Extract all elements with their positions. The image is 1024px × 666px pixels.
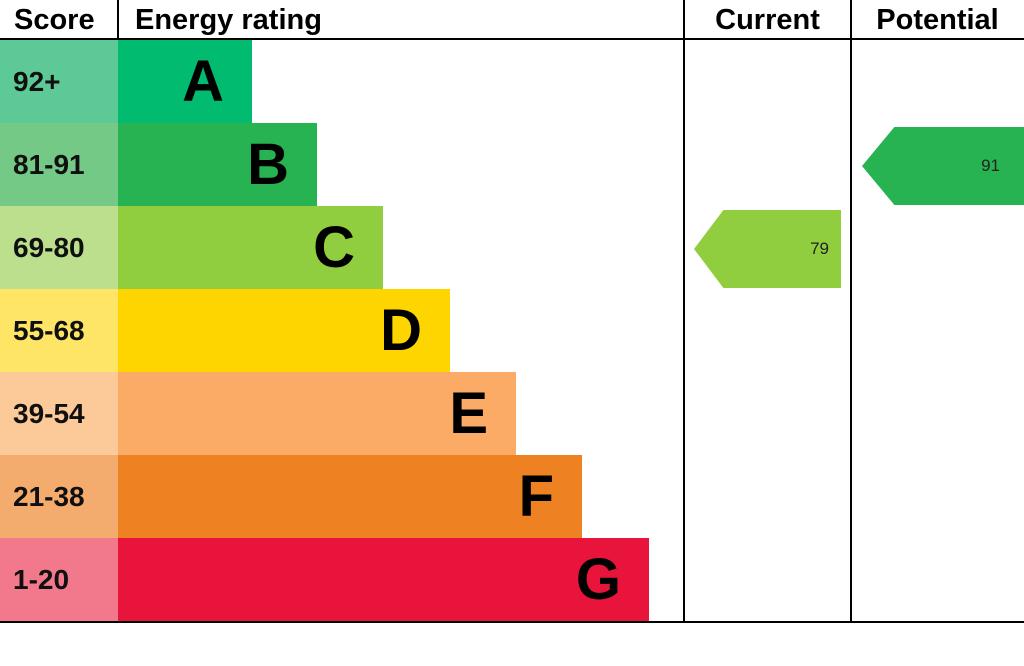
rating-bar-f: F: [118, 455, 582, 538]
score-cell-c: 69-80: [0, 206, 118, 289]
rating-letter-c: C: [313, 214, 355, 280]
rating-bar-g: G: [118, 538, 649, 621]
bottom-border-line: [0, 621, 1024, 623]
score-range-label: 69-80: [13, 231, 85, 263]
score-cell-g: 1-20: [0, 538, 118, 621]
score-cell-d: 55-68: [0, 289, 118, 372]
current-rating-value: 79: [810, 239, 829, 258]
potential-rating-arrow: 91: [862, 127, 1024, 205]
current-column-divider: [683, 0, 685, 623]
header-score: Score: [14, 3, 95, 36]
potential-column-divider: [850, 0, 852, 623]
score-range-label: 92+: [13, 65, 61, 97]
band-row-g: 1-20 G: [0, 538, 1024, 621]
score-cell-a: 92+: [0, 40, 118, 123]
current-rating-arrow: 79: [694, 210, 841, 288]
header-divider-line: [0, 38, 1024, 40]
rating-letter-a: A: [182, 48, 224, 114]
score-range-label: 39-54: [13, 397, 85, 429]
rating-letter-f: F: [518, 463, 554, 529]
rating-letter-e: E: [449, 380, 488, 446]
band-row-c: 69-80 C: [0, 206, 1024, 289]
score-range-label: 81-91: [13, 148, 85, 180]
header-energy-rating: Energy rating: [135, 3, 322, 36]
rating-letter-d: D: [380, 297, 422, 363]
score-cell-b: 81-91: [0, 123, 118, 206]
score-cell-f: 21-38: [0, 455, 118, 538]
score-cell-e: 39-54: [0, 372, 118, 455]
score-column-divider: [117, 0, 119, 40]
header-potential: Potential: [876, 3, 999, 36]
header-current: Current: [715, 3, 820, 36]
band-row-e: 39-54 E: [0, 372, 1024, 455]
band-row-d: 55-68 D: [0, 289, 1024, 372]
rating-bar-a: A: [118, 40, 252, 123]
score-range-label: 21-38: [13, 480, 85, 512]
rating-letter-g: G: [575, 546, 621, 612]
rating-bar-d: D: [118, 289, 450, 372]
score-range-label: 55-68: [13, 314, 85, 346]
band-row-f: 21-38 F: [0, 455, 1024, 538]
band-row-b: 81-91 B: [0, 123, 1024, 206]
potential-rating-value: 91: [981, 156, 1000, 175]
rating-bar-b: B: [118, 123, 317, 206]
rating-bar-e: E: [118, 372, 516, 455]
rating-bar-c: C: [118, 206, 383, 289]
rating-letter-b: B: [247, 131, 289, 197]
score-range-label: 1-20: [13, 563, 70, 595]
band-row-a: 92+ A: [0, 40, 1024, 123]
